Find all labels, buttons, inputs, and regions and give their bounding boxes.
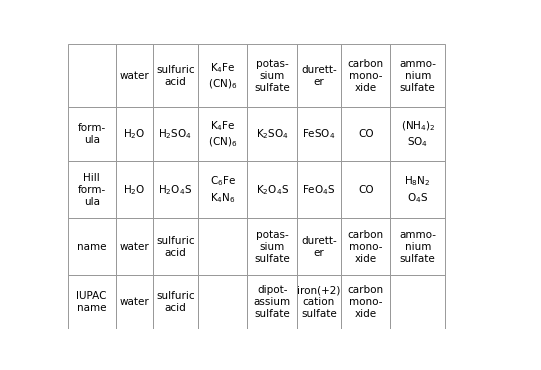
Text: CO: CO — [358, 185, 373, 195]
Text: H$_2$O: H$_2$O — [123, 183, 146, 196]
Text: H$_2$SO$_4$: H$_2$SO$_4$ — [159, 127, 192, 141]
Text: potas-
sium
sulfate: potas- sium sulfate — [254, 230, 290, 264]
Bar — [68, 44, 116, 107]
Text: carbon
mono-
xide: carbon mono- xide — [348, 285, 384, 319]
Text: iron(+2)
cation
sulfate: iron(+2) cation sulfate — [298, 285, 341, 319]
Text: dipot-
assium
sulfate: dipot- assium sulfate — [254, 285, 291, 319]
Bar — [247, 161, 297, 218]
Text: durett-
er: durett- er — [301, 236, 337, 258]
Text: durett-
er: durett- er — [301, 65, 337, 87]
Bar — [153, 107, 198, 161]
Text: form-
ula: form- ula — [77, 123, 106, 145]
Bar — [247, 107, 297, 161]
Bar — [198, 44, 247, 107]
Bar — [247, 44, 297, 107]
Bar — [297, 44, 341, 107]
Bar — [68, 107, 116, 161]
Text: sulfuric
acid: sulfuric acid — [156, 65, 195, 87]
Bar — [198, 161, 247, 218]
Bar — [116, 107, 153, 161]
Bar — [391, 107, 445, 161]
Bar — [341, 161, 391, 218]
Bar — [391, 275, 445, 329]
Text: K$_4$Fe
(CN)$_6$: K$_4$Fe (CN)$_6$ — [208, 61, 237, 91]
Text: C$_6$Fe
K$_4$N$_6$: C$_6$Fe K$_4$N$_6$ — [210, 175, 236, 205]
Bar — [153, 161, 198, 218]
Text: H$_2$O$_4$S: H$_2$O$_4$S — [159, 183, 193, 196]
Text: water: water — [120, 297, 149, 307]
Text: H$_2$O: H$_2$O — [123, 127, 146, 141]
Text: potas-
sium
sulfate: potas- sium sulfate — [254, 59, 290, 93]
Text: FeO$_4$S: FeO$_4$S — [302, 183, 336, 196]
Bar — [341, 107, 391, 161]
Text: sulfuric
acid: sulfuric acid — [156, 291, 195, 313]
Text: name: name — [77, 242, 107, 252]
Bar — [116, 275, 153, 329]
Text: Hill
form-
ula: Hill form- ula — [77, 173, 106, 207]
Bar — [297, 218, 341, 275]
Bar — [116, 218, 153, 275]
Bar — [391, 218, 445, 275]
Bar — [341, 44, 391, 107]
Text: water: water — [120, 242, 149, 252]
Bar — [391, 44, 445, 107]
Text: K$_4$Fe
(CN)$_6$: K$_4$Fe (CN)$_6$ — [208, 119, 237, 149]
Text: ammo-
nium
sulfate: ammo- nium sulfate — [399, 230, 436, 264]
Text: CO: CO — [358, 129, 373, 139]
Bar — [198, 275, 247, 329]
Bar — [247, 218, 297, 275]
Bar — [297, 161, 341, 218]
Bar — [116, 44, 153, 107]
Bar — [341, 218, 391, 275]
Bar — [153, 44, 198, 107]
Bar — [297, 107, 341, 161]
Text: (NH$_4$)$_2$
SO$_4$: (NH$_4$)$_2$ SO$_4$ — [400, 119, 435, 149]
Bar — [153, 218, 198, 275]
Text: K$_2$SO$_4$: K$_2$SO$_4$ — [256, 127, 289, 141]
Text: water: water — [120, 71, 149, 81]
Bar — [198, 218, 247, 275]
Bar — [198, 107, 247, 161]
Text: ammo-
nium
sulfate: ammo- nium sulfate — [399, 59, 436, 93]
Text: K$_2$O$_4$S: K$_2$O$_4$S — [256, 183, 289, 196]
Text: sulfuric
acid: sulfuric acid — [156, 236, 195, 258]
Bar — [68, 161, 116, 218]
Bar — [391, 161, 445, 218]
Text: FeSO$_4$: FeSO$_4$ — [302, 127, 335, 141]
Text: carbon
mono-
xide: carbon mono- xide — [348, 230, 384, 264]
Bar — [116, 161, 153, 218]
Bar — [341, 275, 391, 329]
Bar — [247, 275, 297, 329]
Bar — [68, 275, 116, 329]
Text: IUPAC
name: IUPAC name — [76, 291, 107, 313]
Bar — [297, 275, 341, 329]
Text: carbon
mono-
xide: carbon mono- xide — [348, 59, 384, 93]
Bar — [68, 218, 116, 275]
Text: H$_8$N$_2$
O$_4$S: H$_8$N$_2$ O$_4$S — [405, 175, 431, 205]
Bar — [153, 275, 198, 329]
